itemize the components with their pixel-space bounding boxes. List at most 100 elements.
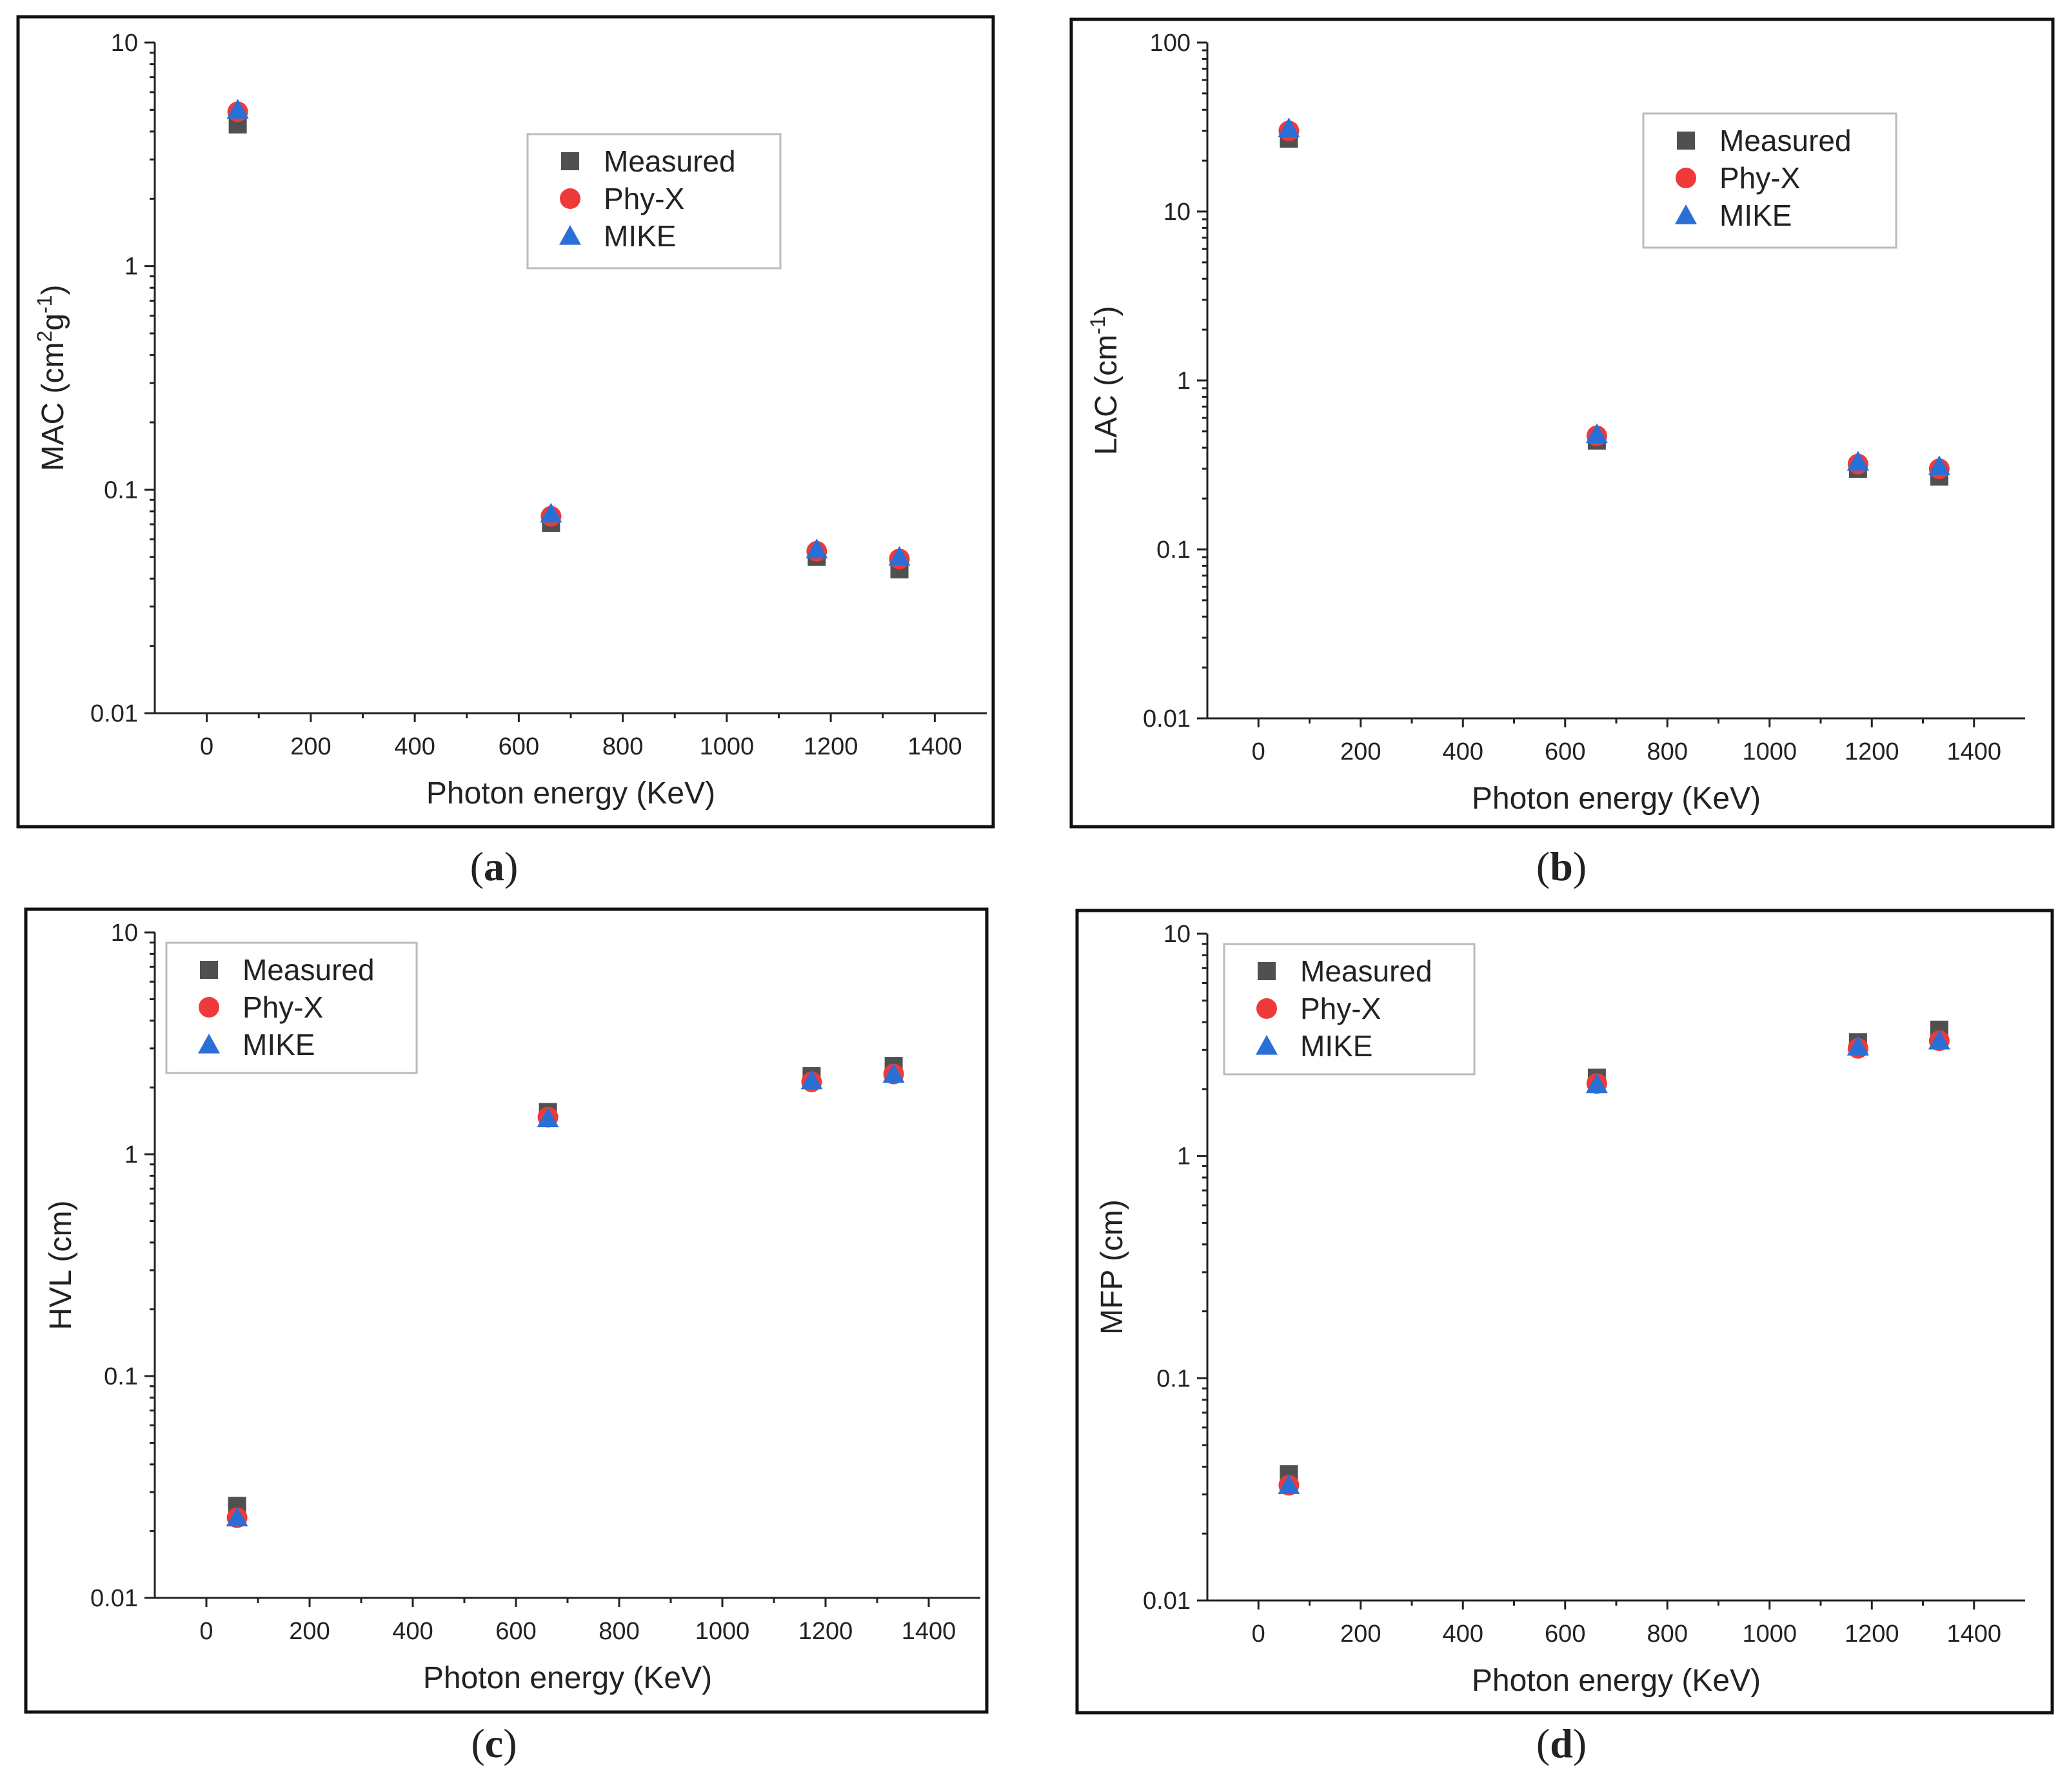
legend-label: Phy-X <box>604 182 684 215</box>
y-tick-label: 0.1 <box>104 1363 138 1390</box>
legend-label: Measured <box>604 144 736 178</box>
x-tick-label: 800 <box>599 1618 639 1645</box>
legend-marker <box>199 997 219 1018</box>
data-point <box>1846 451 1869 471</box>
y-tick-label: 10 <box>111 30 138 57</box>
panel-caption: (b) <box>1536 843 1587 889</box>
x-axis-title: Photon energy (KeV) <box>1472 782 1761 816</box>
y-tick-label: 1 <box>124 253 138 281</box>
x-tick-label: 1200 <box>1845 738 1899 765</box>
y-tick-label: 0.01 <box>90 1585 138 1612</box>
data-point <box>800 1069 823 1090</box>
y-tick-label: 10 <box>111 920 138 947</box>
y-tick-label: 0.1 <box>1156 537 1191 564</box>
y-axis-title-part: MFP (cm <box>1095 1210 1129 1335</box>
legend-marker <box>1677 132 1695 150</box>
legend-label: MIKE <box>1300 1029 1372 1063</box>
x-tick-label: 0 <box>199 1618 213 1645</box>
data-point <box>226 99 249 119</box>
caption-letter: c <box>485 1720 503 1766</box>
y-tick-label: 0.01 <box>1143 705 1191 733</box>
legend-marker <box>1256 998 1277 1019</box>
x-tick-label: 0 <box>1252 738 1265 765</box>
x-tick-label: 1200 <box>798 1618 853 1645</box>
legend-label: MIKE <box>604 219 676 253</box>
x-tick-label: 1000 <box>700 733 755 760</box>
y-tick-label: 100 <box>1150 30 1191 57</box>
data-point <box>1928 1029 1950 1050</box>
caption-letter: a <box>484 843 504 889</box>
data-point <box>1278 117 1300 137</box>
panel-c: 0 200 400 600 800 1000 1200 1400 0.01 0.1 1 10 Photo… <box>24 907 989 1766</box>
y-axis-title-part: ) <box>1089 306 1124 316</box>
y-axis-title-part: LAC (cm <box>1089 335 1124 455</box>
y-axis-title-part: ) <box>36 285 70 295</box>
y-axis-title: MFP (cm) <box>1095 1199 1129 1335</box>
legend-marker <box>1256 1035 1278 1055</box>
y-axis-title-part: -1 <box>33 295 56 313</box>
legend-marker <box>1258 962 1276 980</box>
caption-paren: ( <box>470 843 484 889</box>
y-axis-title-part: -1 <box>1086 316 1109 334</box>
y-tick-label: 1 <box>124 1141 138 1168</box>
x-tick-label: 1400 <box>907 733 962 760</box>
data-point <box>537 1107 559 1128</box>
x-tick-label: 600 <box>495 1618 536 1645</box>
x-tick-label: 400 <box>1443 738 1483 765</box>
panel-caption: (a) <box>470 843 519 889</box>
data-point <box>806 538 828 558</box>
y-axis-title-part: HVL (cm <box>44 1211 78 1330</box>
y-tick-label: 0.01 <box>90 700 138 727</box>
y-axis-title: LAC (cm-1) <box>1086 306 1124 455</box>
legend-label: Phy-X <box>1719 161 1800 195</box>
x-tick-label: 200 <box>290 733 331 760</box>
data-point <box>226 1506 248 1527</box>
legend-label: Measured <box>1300 954 1432 988</box>
x-tick-label: 200 <box>1340 1620 1381 1648</box>
x-tick-label: 400 <box>394 733 435 760</box>
x-tick-label: 800 <box>1647 738 1688 765</box>
panel-frame <box>24 907 989 1714</box>
legend-marker <box>560 188 580 209</box>
x-axis-title: Photon energy (KeV) <box>1472 1664 1761 1698</box>
x-tick-label: 1000 <box>1742 1620 1797 1648</box>
series-mike <box>1278 1029 1950 1494</box>
caption-paren: ( <box>471 1720 484 1766</box>
x-tick-label: 1200 <box>804 733 858 760</box>
x-tick-label: 800 <box>602 733 643 760</box>
data-point <box>1928 455 1950 475</box>
legend-marker <box>1675 204 1697 224</box>
x-axis-title: Photon energy (KeV) <box>423 1661 712 1695</box>
x-tick-label: 400 <box>392 1618 433 1645</box>
data-point <box>1278 1474 1300 1494</box>
x-tick-label: 1000 <box>695 1618 750 1645</box>
x-tick-label: 0 <box>1252 1620 1265 1648</box>
caption-paren: ( <box>1536 843 1550 889</box>
x-tick-label: 1400 <box>1946 738 2001 765</box>
legend-marker <box>198 1034 220 1054</box>
y-tick-label: 1 <box>1177 368 1191 395</box>
x-tick-label: 600 <box>1545 738 1585 765</box>
panel-b: 0 200 400 600 800 1000 1200 1400 0.01 0.1 1 10 100 Ph… <box>1069 17 2055 889</box>
legend-label: Phy-X <box>243 990 323 1024</box>
legend-marker <box>200 961 218 979</box>
legend-label: MIKE <box>243 1028 315 1061</box>
panel-frame <box>1075 909 2054 1715</box>
series-mike <box>226 1063 905 1527</box>
y-tick-label: 10 <box>1163 199 1191 226</box>
y-tick-label: 0.1 <box>1156 1365 1191 1392</box>
x-tick-label: 200 <box>1340 738 1381 765</box>
y-tick-label: 1 <box>1177 1143 1191 1170</box>
legend-label: MIKE <box>1719 199 1792 232</box>
x-tick-label: 400 <box>1443 1620 1483 1648</box>
series-phy-x <box>1278 1030 1950 1496</box>
y-axis-title: HVL (cm) <box>44 1201 78 1330</box>
series-measured <box>228 1057 903 1515</box>
x-tick-label: 1400 <box>1946 1620 2001 1648</box>
x-tick-label: 1200 <box>1845 1620 1899 1648</box>
caption-paren: ) <box>1573 843 1587 889</box>
